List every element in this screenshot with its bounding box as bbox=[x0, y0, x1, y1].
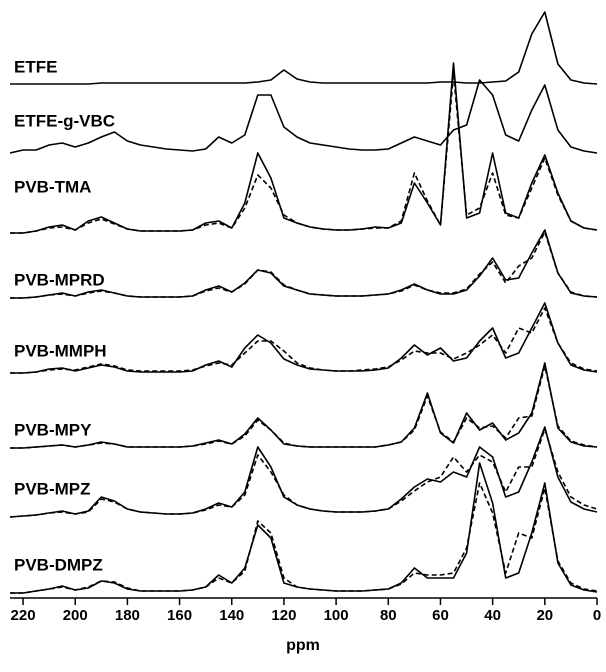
spectrum bbox=[10, 11, 598, 85]
x-tick-label: 80 bbox=[380, 607, 397, 624]
dashed-spectrum bbox=[10, 72, 598, 234]
x-tick-label: 120 bbox=[271, 607, 296, 624]
series-label: PVB-MPY bbox=[14, 420, 92, 439]
x-tick-label: 140 bbox=[219, 607, 244, 624]
spectrum bbox=[10, 62, 598, 234]
series-label: PVB-MPZ bbox=[14, 479, 91, 498]
x-tick-label: 200 bbox=[63, 607, 88, 624]
spectrum bbox=[10, 462, 598, 594]
dashed-spectrum bbox=[10, 365, 598, 449]
series-label: PVB-DMPZ bbox=[14, 555, 103, 574]
x-tick-label: 180 bbox=[115, 607, 140, 624]
x-tick-label: 160 bbox=[167, 607, 192, 624]
x-axis-title: ppm bbox=[286, 637, 320, 654]
series-label: PVB-TMA bbox=[14, 177, 91, 196]
series-label: ETFE bbox=[14, 57, 57, 76]
spectrum bbox=[9, 426, 598, 518]
x-tick-label: 0 bbox=[593, 607, 601, 624]
spectrum bbox=[9, 79, 598, 154]
x-tick-label: 40 bbox=[484, 607, 501, 624]
x-tick-label: 20 bbox=[536, 607, 553, 624]
spectrum bbox=[10, 362, 598, 449]
x-tick-label: 60 bbox=[432, 607, 449, 624]
spectrum bbox=[10, 302, 598, 374]
series-label: ETFE-g-VBC bbox=[14, 111, 115, 130]
series-label: PVB-MPRD bbox=[14, 270, 105, 289]
spectrum bbox=[10, 229, 598, 299]
series-label: PVB-MMPH bbox=[14, 341, 107, 360]
x-tick-label: 220 bbox=[11, 607, 36, 624]
x-tick-label: 100 bbox=[324, 607, 349, 624]
